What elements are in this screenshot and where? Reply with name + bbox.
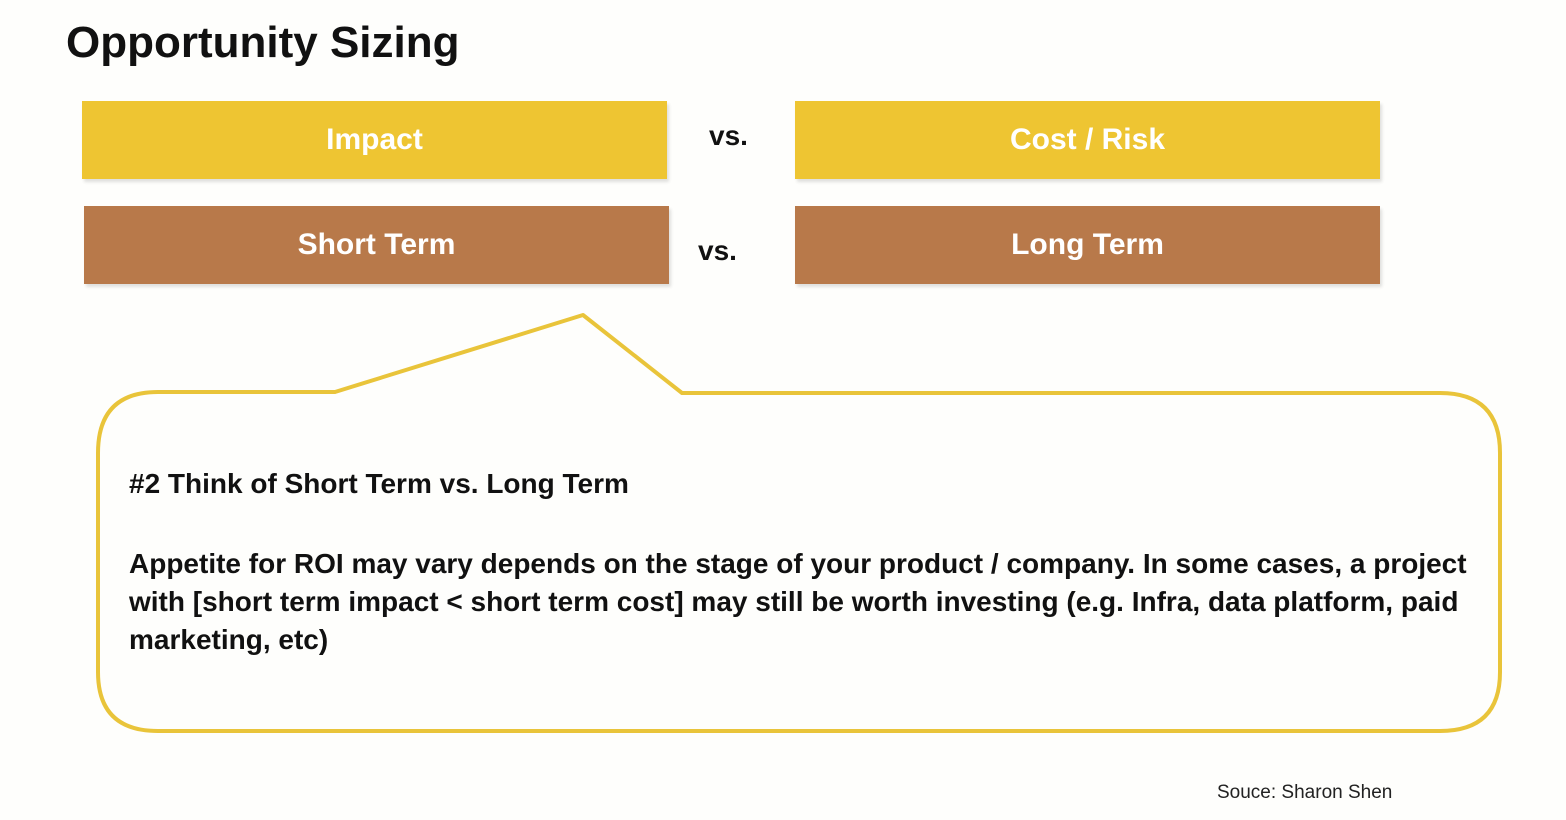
callout-body: Appetite for ROI may vary depends on the… — [129, 548, 1467, 655]
long-term-box: Long Term — [795, 206, 1380, 284]
callout-outline — [96, 313, 1502, 733]
cost-risk-label: Cost / Risk — [1009, 123, 1166, 156]
short-term-label: Short Term — [297, 228, 456, 261]
long-term-label: Long Term — [1011, 228, 1164, 261]
source-credit: Souce: Sharon Shen — [1217, 782, 1393, 803]
callout-heading: #2 Think of Short Term vs. Long Term — [129, 468, 629, 499]
page-title: Opportunity Sizing — [66, 18, 460, 67]
cost-risk-box: Cost / Risk — [795, 101, 1380, 179]
vs-label-row1: vs. — [709, 120, 748, 151]
impact-label: Impact — [326, 123, 423, 156]
impact-box: Impact — [82, 101, 667, 179]
short-term-box: Short Term — [84, 206, 669, 284]
vs-label-row2: vs. — [698, 235, 737, 266]
